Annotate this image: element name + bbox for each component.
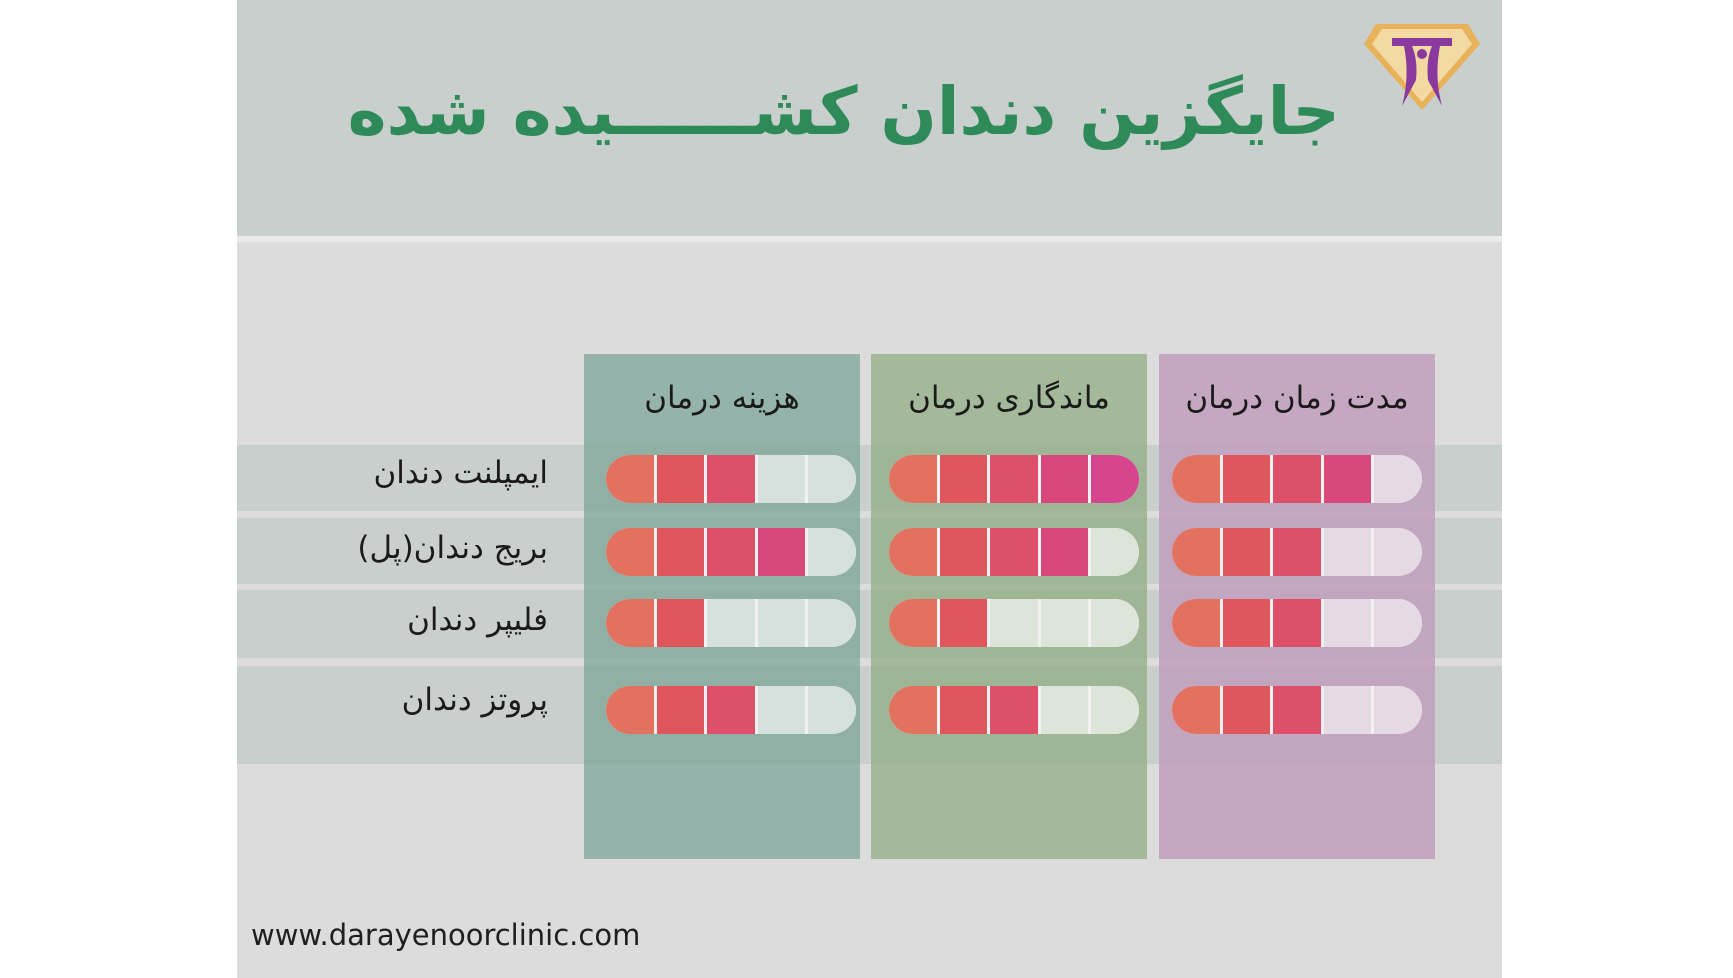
rating-bar-r4-duration xyxy=(1172,686,1422,734)
rating-segment xyxy=(1323,455,1372,503)
rating-segment xyxy=(757,455,806,503)
rating-segment xyxy=(1222,686,1271,734)
rating-bar-r1-duration xyxy=(1172,455,1422,503)
rating-segment xyxy=(1172,528,1220,576)
rating-segment xyxy=(707,599,755,647)
rating-bar-r2-duration xyxy=(1172,528,1422,576)
rating-segment xyxy=(1091,686,1139,734)
rating-segment xyxy=(606,686,654,734)
rating-bar-r1-cost xyxy=(606,455,856,503)
column-header-cost: هزینه درمان xyxy=(644,380,800,416)
rating-segment xyxy=(1172,455,1220,503)
rating-segment xyxy=(1040,455,1089,503)
rating-segment xyxy=(990,528,1038,576)
rating-segment xyxy=(889,599,937,647)
rating-bar-r4-durability xyxy=(889,686,1139,734)
rating-segment xyxy=(1172,599,1220,647)
rating-segment xyxy=(808,528,856,576)
rating-segment xyxy=(939,455,988,503)
rating-segment xyxy=(606,455,654,503)
rating-segment xyxy=(990,686,1038,734)
rating-segment xyxy=(1273,455,1321,503)
rating-segment xyxy=(1040,686,1089,734)
rating-segment xyxy=(1273,599,1321,647)
rating-segment xyxy=(1091,528,1139,576)
rating-segment xyxy=(757,599,806,647)
column-header-durability: ماندگاری درمان xyxy=(908,380,1110,416)
rating-segment xyxy=(656,599,705,647)
rating-segment xyxy=(1273,528,1321,576)
rating-segment xyxy=(889,455,937,503)
rating-segment xyxy=(757,528,806,576)
rating-segment xyxy=(1323,686,1372,734)
rating-segment xyxy=(1040,528,1089,576)
header-divider xyxy=(237,236,1502,242)
rating-segment xyxy=(757,686,806,734)
rating-segment xyxy=(1273,686,1321,734)
rating-segment xyxy=(939,599,988,647)
rating-segment xyxy=(1172,686,1220,734)
rating-segment xyxy=(990,599,1038,647)
rating-segment xyxy=(939,686,988,734)
rating-segment xyxy=(1222,455,1271,503)
rating-segment xyxy=(707,686,755,734)
rating-segment xyxy=(707,455,755,503)
rating-bar-r2-durability xyxy=(889,528,1139,576)
rating-segment xyxy=(939,528,988,576)
rating-bar-r2-cost xyxy=(606,528,856,576)
rating-segment xyxy=(889,686,937,734)
rating-segment xyxy=(1222,528,1271,576)
rating-segment xyxy=(808,455,856,503)
column-header-duration: مدت زمان درمان xyxy=(1185,380,1409,416)
rating-bar-r3-cost xyxy=(606,599,856,647)
rating-bar-r4-cost xyxy=(606,686,856,734)
rating-segment xyxy=(1091,455,1139,503)
rating-bar-r3-duration xyxy=(1172,599,1422,647)
rating-segment xyxy=(1374,686,1422,734)
rating-segment xyxy=(606,528,654,576)
row-label-bridge: بریج دندان(پل) xyxy=(357,530,548,566)
rating-segment xyxy=(1374,599,1422,647)
infographic-card: جایگزین دندان کشــــــیده شده هزینه درما… xyxy=(237,0,1502,978)
row-label-flipper: فلیپر دندان xyxy=(407,602,548,638)
rating-bar-r1-durability xyxy=(889,455,1139,503)
rating-segment xyxy=(808,686,856,734)
page-title: جایگزین دندان کشــــــیده شده xyxy=(347,73,1340,150)
rating-segment xyxy=(1374,528,1422,576)
rating-segment xyxy=(1040,599,1089,647)
rating-segment xyxy=(656,686,705,734)
rating-segment xyxy=(656,528,705,576)
rating-segment xyxy=(707,528,755,576)
rating-segment xyxy=(1323,528,1372,576)
row-label-denture: پروتز دندان xyxy=(401,682,548,718)
rating-segment xyxy=(606,599,654,647)
row-label-implant: ایمپلنت دندان xyxy=(373,455,548,491)
rating-bar-r3-durability xyxy=(889,599,1139,647)
rating-segment xyxy=(808,599,856,647)
rating-segment xyxy=(1374,455,1422,503)
rating-segment xyxy=(1323,599,1372,647)
website-url: www.darayenoorclinic.com xyxy=(251,918,641,952)
header-band xyxy=(237,0,1502,240)
clinic-logo-icon xyxy=(1364,24,1480,110)
rating-segment xyxy=(889,528,937,576)
rating-segment xyxy=(1222,599,1271,647)
rating-segment xyxy=(990,455,1038,503)
rating-segment xyxy=(656,455,705,503)
rating-segment xyxy=(1091,599,1139,647)
